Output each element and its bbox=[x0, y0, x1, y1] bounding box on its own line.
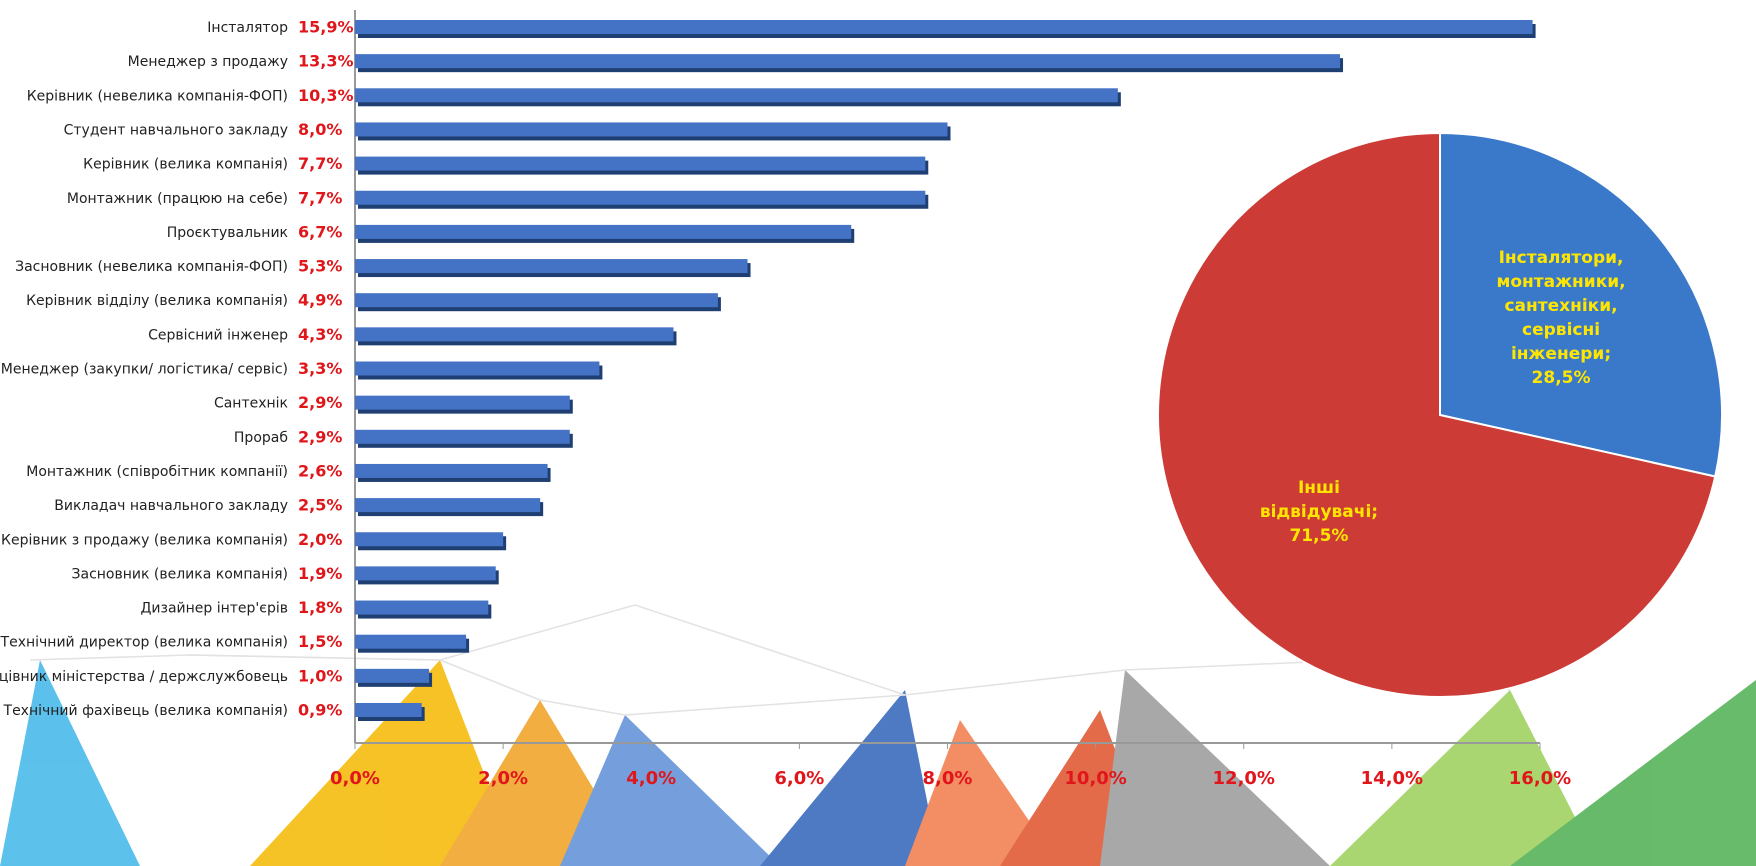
value-label: 10,3% bbox=[298, 86, 354, 105]
bar bbox=[355, 225, 851, 239]
value-label: 2,6% bbox=[298, 461, 342, 480]
bar bbox=[355, 259, 748, 273]
category-label: Засновник (невелика компанія-ФОП) bbox=[15, 259, 288, 275]
category-label: Працівник міністерства / держслужбовець bbox=[0, 669, 288, 685]
pie-label: сервісні bbox=[1522, 320, 1600, 340]
bar bbox=[355, 327, 673, 341]
bar bbox=[355, 430, 570, 444]
pie-label: сантехніки, bbox=[1504, 296, 1617, 316]
x-tick-label: 4,0% bbox=[626, 768, 676, 789]
bar bbox=[355, 566, 496, 580]
value-label: 3,3% bbox=[298, 359, 342, 378]
x-tick-label: 16,0% bbox=[1509, 768, 1571, 789]
category-label: Викладач навчального закладу bbox=[54, 498, 288, 514]
x-tick-label: 12,0% bbox=[1213, 768, 1275, 789]
value-label: 1,0% bbox=[298, 666, 342, 685]
pie-label: інженери; bbox=[1511, 344, 1611, 364]
bar bbox=[355, 601, 488, 615]
bar bbox=[355, 464, 548, 478]
category-label: Менеджер (закупки/ логістика/ сервіс) bbox=[1, 362, 288, 378]
x-tick-label: 10,0% bbox=[1064, 768, 1126, 789]
bar bbox=[355, 703, 422, 717]
category-label: Керівник з продажу (велика компанія) bbox=[1, 532, 288, 548]
bar bbox=[355, 362, 599, 376]
category-label: Монтажник (працюю на себе) bbox=[67, 191, 288, 207]
value-label: 5,3% bbox=[298, 257, 342, 276]
category-label: Технічний фахівець (велика компанія) bbox=[3, 703, 288, 719]
bar bbox=[355, 20, 1533, 34]
category-label: Сантехнік bbox=[214, 396, 288, 412]
bar bbox=[355, 635, 466, 649]
category-label: Сервісний інженер bbox=[148, 327, 288, 343]
value-label: 2,9% bbox=[298, 427, 342, 446]
pie-label: відвідувачі; bbox=[1260, 502, 1378, 522]
x-tick-label: 6,0% bbox=[774, 768, 824, 789]
category-label: Прораб bbox=[234, 430, 288, 446]
bar bbox=[355, 88, 1118, 102]
value-label: 2,5% bbox=[298, 496, 342, 515]
category-label: Дизайнер інтер'єрів bbox=[140, 601, 288, 617]
value-label: 4,9% bbox=[298, 291, 342, 310]
pie-value-label: 28,5% bbox=[1532, 368, 1591, 388]
bar bbox=[355, 157, 925, 171]
pie-label: Інсталятори, bbox=[1499, 248, 1624, 268]
category-label: Менеджер з продажу bbox=[128, 54, 288, 70]
bar bbox=[355, 498, 540, 512]
value-label: 7,7% bbox=[298, 154, 342, 173]
value-label: 6,7% bbox=[298, 222, 342, 241]
x-tick-label: 2,0% bbox=[478, 768, 528, 789]
value-label: 2,0% bbox=[298, 530, 342, 549]
category-label: Керівник (невелика компанія-ФОП) bbox=[27, 88, 288, 104]
chart: 0,0% 2,0% 4,0% 6,0% 8,0% 10,0% 12,0% 14,0% 16,0%… bbox=[0, 0, 1756, 866]
category-label: Засновник (велика компанія) bbox=[72, 566, 288, 582]
value-label: 0,9% bbox=[298, 701, 342, 720]
value-label: 7,7% bbox=[298, 188, 342, 207]
value-label: 1,9% bbox=[298, 564, 342, 583]
value-label: 1,8% bbox=[298, 598, 342, 617]
pie-label: Інші bbox=[1298, 478, 1340, 498]
bar bbox=[355, 396, 570, 410]
bar bbox=[355, 669, 429, 683]
value-label: 2,9% bbox=[298, 393, 342, 412]
category-label: Керівник (велика компанія) bbox=[83, 157, 288, 173]
category-label: Студент навчального закладу bbox=[64, 122, 288, 138]
value-label: 4,3% bbox=[298, 325, 342, 344]
bar bbox=[355, 122, 948, 136]
bar bbox=[355, 54, 1340, 68]
x-tick-label: 14,0% bbox=[1361, 768, 1423, 789]
value-label: 1,5% bbox=[298, 632, 342, 651]
x-tick-label: 0,0% bbox=[330, 768, 380, 789]
value-label: 15,9% bbox=[298, 18, 354, 37]
value-label: 8,0% bbox=[298, 120, 342, 139]
category-label: Проєктувальник bbox=[167, 225, 288, 241]
value-label: 13,3% bbox=[298, 52, 354, 71]
pie-label: монтажники, bbox=[1496, 272, 1625, 292]
x-tick-label: 8,0% bbox=[923, 768, 973, 789]
category-label: Монтажник (співробітник компанії) bbox=[26, 464, 288, 480]
bar bbox=[355, 191, 925, 205]
category-label: Інсталятор bbox=[207, 20, 288, 36]
bar bbox=[355, 532, 503, 546]
category-label: Керівник відділу (велика компанія) bbox=[26, 293, 288, 309]
bar bbox=[355, 293, 718, 307]
category-label: Технічний директор (велика компанія) bbox=[0, 635, 288, 651]
pie-value-label: 71,5% bbox=[1289, 526, 1348, 546]
